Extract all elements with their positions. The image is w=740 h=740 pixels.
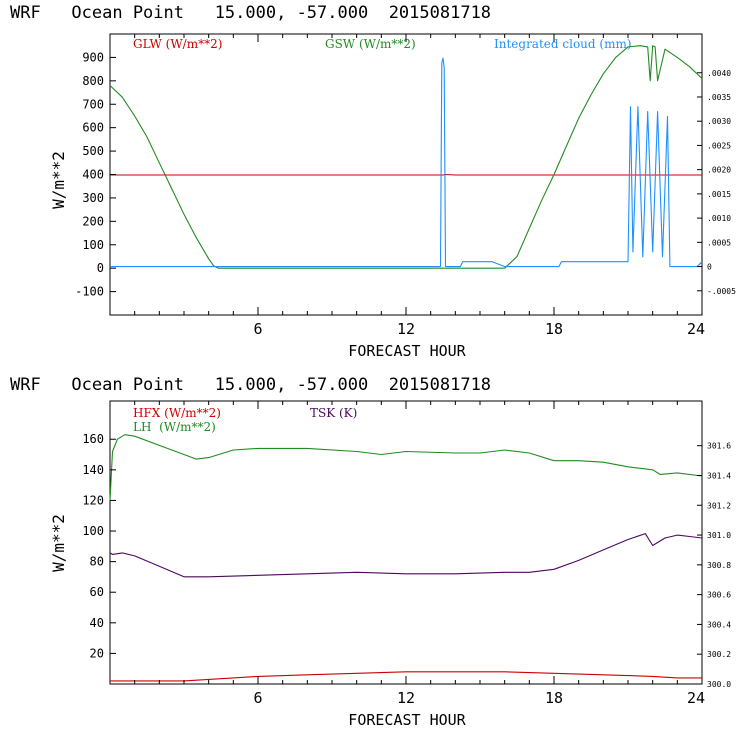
chart-2-series-lh-line [109, 434, 703, 501]
chart-1-legend-cloud: Integrated cloud (mm) [494, 37, 632, 51]
chart-2-rtick-label: 301.4 [707, 471, 731, 480]
chart-2-xlabel: FORECAST HOUR [348, 711, 466, 729]
chart-2-ytick-label: 160 [82, 432, 104, 446]
chart-1-ytick-label: 600 [82, 121, 104, 135]
chart-2-ytick-label: 140 [82, 463, 104, 477]
chart-1-rtick-label: -.0005 [707, 287, 736, 296]
chart-2-rtick-label: 300.2 [707, 650, 731, 659]
chart-2-ytick-label: 120 [82, 493, 104, 507]
chart-2: WRF Ocean Point 15.000, -57.000 20150817… [10, 375, 731, 729]
chart-2-legend-hfx: HFX (W/m**2) [133, 406, 221, 420]
chart-1-x-ticks: 6 12 18 24 [253, 320, 705, 338]
chart-2-xtick-label: 18 [545, 689, 563, 707]
chart-2-rtick-label: 300.8 [707, 561, 731, 570]
chart-2-ytick-label: 100 [82, 524, 104, 538]
chart-2-ytick-label: 20 [90, 646, 104, 660]
chart-1-ytick-label: 200 [82, 214, 104, 228]
chart-2-right-ticks: 300.0 300.2 300.4 300.6 300.8 301.0 301.… [707, 442, 731, 689]
chart-2-ytick-label: 40 [90, 616, 104, 630]
chart-1-rtick-label: .0005 [707, 238, 731, 247]
chart-1-ytick-label: 0 [97, 261, 104, 275]
chart-2-xtick-label: 12 [397, 689, 415, 707]
chart-1-series-gsw-line [109, 45, 703, 269]
chart-2-title: WRF Ocean Point 15.000, -57.000 20150817… [10, 375, 491, 395]
chart-2-series-hfx-line [110, 671, 702, 682]
chart-1-rtick-label: .0025 [707, 141, 731, 150]
chart-1-ytick-label: 100 [82, 238, 104, 252]
chart-1-rtick-label: .0035 [707, 93, 731, 102]
chart-1-series-glw-line [110, 173, 702, 176]
chart-2-rtick-label: 300.0 [707, 680, 731, 689]
chart-1-ytick-label: 900 [82, 50, 104, 64]
chart-2-rtick-label: 300.4 [707, 620, 731, 629]
chart-1-right-ticks: -.0005 0 .0005 .0010 .0015 .0020 .0025 .… [707, 69, 736, 296]
chart-1-title: WRF Ocean Point 15.000, -57.000 20150817… [10, 3, 491, 23]
chart-1-rtick-label: 0 [707, 263, 712, 272]
chart-1-legend-glw: GLW (W/m**2) [133, 37, 222, 51]
chart-1-xtick-label: 6 [253, 320, 262, 338]
chart-1-xtick-label: 18 [545, 320, 563, 338]
chart-2-y-ticks: 20 40 60 80 100 120 140 160 [82, 432, 104, 660]
chart-2-rtick-label: 301.2 [707, 501, 731, 510]
chart-1-ytick-label: 500 [82, 144, 104, 158]
chart-2-xtick-label: 24 [687, 689, 705, 707]
chart-2-series-tsk-line [109, 533, 703, 578]
chart-1-rtick-label: .0020 [707, 166, 731, 175]
chart-1-ytick-label: -100 [75, 285, 104, 299]
chart-1-xtick-label: 12 [397, 320, 415, 338]
chart-1-y-ticks: -100 0 100 200 300 400 500 600 700 800 9… [75, 50, 104, 298]
chart-2-ytick-label: 60 [90, 585, 104, 599]
chart-1: WRF Ocean Point 15.000, -57.000 20150817… [10, 3, 736, 360]
chart-2-x-ticks: 6 12 18 24 [253, 689, 705, 707]
chart-2-ytick-label: 80 [90, 555, 104, 569]
chart-2-xtick-label: 6 [253, 689, 262, 707]
chart-1-ytick-label: 400 [82, 168, 104, 182]
chart-1-ylabel: W/m**2 [49, 151, 68, 209]
chart-1-rtick-label: .0010 [707, 214, 731, 223]
chart-1-ytick-label: 700 [82, 97, 104, 111]
chart-2-legend-tsk: TSK (K) [310, 406, 357, 420]
chart-1-rtick-label: .0030 [707, 117, 731, 126]
chart-2-rtick-label: 301.6 [707, 442, 731, 451]
chart-1-rtick-label: .0040 [707, 69, 731, 78]
chart-1-ytick-label: 800 [82, 74, 104, 88]
chart-1-ytick-label: 300 [82, 191, 104, 205]
chart-1-xlabel: FORECAST HOUR [348, 342, 466, 360]
chart-1-series-integrated-cloud-line [110, 57, 703, 268]
chart-2-rtick-label: 301.0 [707, 531, 731, 540]
chart-2-ylabel: W/m**2 [49, 514, 68, 572]
chart-1-xtick-label: 24 [687, 320, 705, 338]
chart-2-legend-lh: LH (W/m**2) [133, 420, 216, 434]
chart-1-rtick-label: .0015 [707, 190, 731, 199]
chart-1-legend-gsw: GSW (W/m**2) [325, 37, 416, 51]
chart-2-rtick-label: 300.6 [707, 591, 731, 600]
